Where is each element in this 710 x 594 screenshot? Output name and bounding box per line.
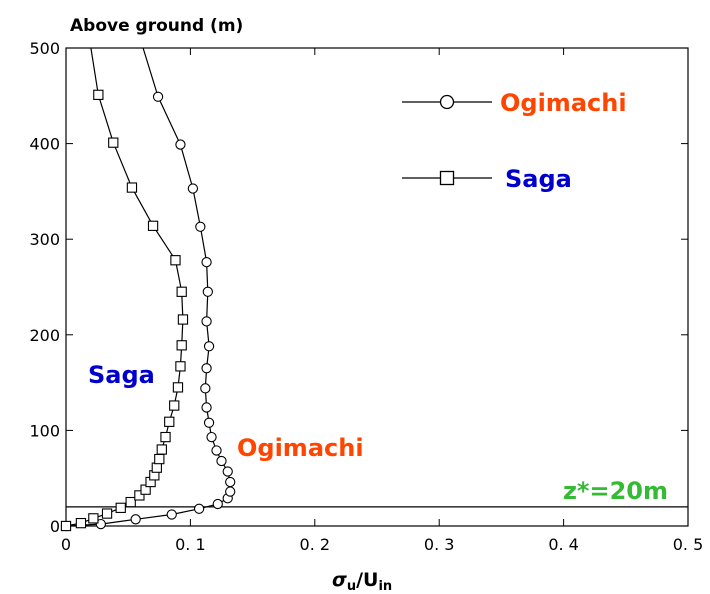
- data-point: [130, 514, 141, 525]
- y-tick-label: 300: [29, 230, 60, 249]
- data-point: [187, 183, 199, 194]
- annotation-label: Ogimachi: [237, 434, 364, 462]
- plot-area: 0 100 200 300 400 500 0 0. 1 0. 2 0. 3 0. 4 0. 5 z*=…: [29, 39, 703, 554]
- data-point: [211, 445, 222, 456]
- data-point: [88, 513, 99, 524]
- data-point: [175, 361, 186, 372]
- x-axis-label-sub-in: in: [378, 579, 392, 594]
- data-point: [176, 286, 187, 297]
- data-point: [200, 383, 211, 394]
- data-point: [115, 502, 126, 513]
- data-point: [60, 520, 72, 532]
- data-point: [125, 496, 136, 508]
- data-point: [152, 91, 164, 102]
- data-point: [176, 340, 187, 351]
- data-point: [195, 221, 206, 232]
- data-point: [156, 444, 167, 455]
- data-point: [206, 431, 217, 443]
- data-point: [147, 220, 159, 231]
- data-point: [201, 316, 212, 327]
- series-ogimachi: [60, 47, 236, 532]
- data-point: [172, 382, 184, 393]
- legend-label: Ogimachi: [500, 89, 627, 117]
- x-axis-label-mid: /U: [356, 569, 378, 591]
- series-line-ogimachi: [65, 47, 231, 527]
- data-point: [169, 400, 180, 411]
- data-point: [225, 486, 236, 497]
- data-point: [212, 498, 223, 510]
- data-point: [160, 431, 171, 443]
- data-point: [108, 137, 119, 148]
- x-tick-label: 0. 4: [548, 535, 579, 554]
- annotation-label: Saga: [88, 361, 155, 389]
- legend-marker: [439, 94, 455, 110]
- y-tick-label: 400: [29, 135, 60, 154]
- data-point: [101, 508, 113, 519]
- data-point: [177, 314, 189, 325]
- data-point: [193, 503, 205, 514]
- reference-line-label: z*=20m: [563, 477, 668, 505]
- data-point: [75, 517, 87, 529]
- data-point: [126, 182, 138, 193]
- plot-frame: [65, 47, 689, 527]
- series-saga: [60, 47, 189, 532]
- data-point: [175, 139, 186, 150]
- data-point: [222, 466, 233, 477]
- y-tick-label: 100: [29, 421, 60, 440]
- x-tick-label: 0: [61, 535, 71, 554]
- y-tick-label: 200: [29, 326, 60, 345]
- data-point: [203, 341, 215, 352]
- data-point: [134, 490, 145, 501]
- data-point: [201, 402, 212, 413]
- data-point: [216, 455, 227, 467]
- y-axis-label: Above ground (m): [70, 16, 243, 36]
- x-axis-label-sub-u: u: [347, 579, 356, 594]
- y-tick-label: 0: [50, 517, 60, 536]
- data-point: [170, 255, 181, 266]
- data-point: [201, 363, 212, 374]
- y-tick-label: 500: [29, 39, 60, 58]
- data-point: [225, 476, 236, 488]
- data-point: [93, 89, 104, 100]
- data-point: [151, 462, 162, 473]
- x-axis-label: σu/Uin: [332, 569, 392, 594]
- data-point: [95, 518, 106, 530]
- legend-label: Saga: [505, 165, 572, 193]
- x-tick-label: 0. 5: [673, 535, 704, 554]
- x-tick-label: 0. 3: [424, 535, 455, 554]
- data-point: [166, 509, 177, 520]
- data-point: [154, 453, 165, 465]
- data-point: [202, 286, 213, 297]
- x-tick-label: 0. 2: [300, 535, 331, 554]
- x-axis-label-sigma: σ: [332, 569, 347, 591]
- legend-marker: [439, 170, 455, 186]
- data-point: [203, 417, 215, 428]
- data-point: [164, 416, 175, 427]
- data-point: [201, 256, 212, 268]
- x-tick-label: 0. 1: [175, 535, 206, 554]
